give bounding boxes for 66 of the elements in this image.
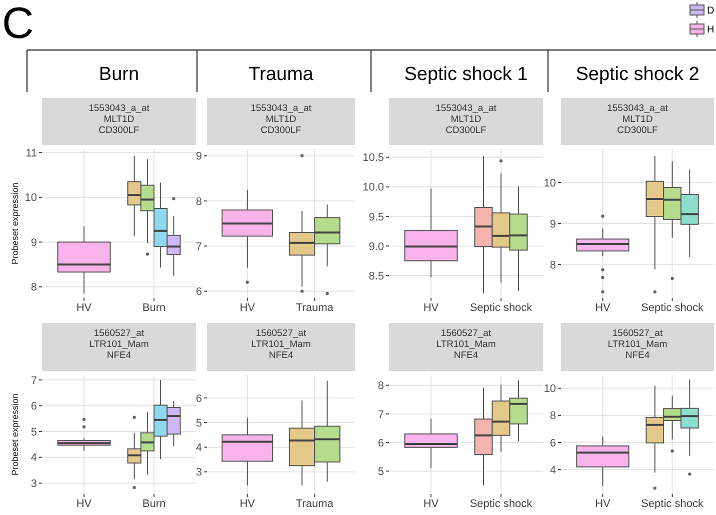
y-tick-label: 10.0 bbox=[362, 182, 384, 194]
y-tick-label: 11 bbox=[26, 147, 37, 160]
y-tick-label: 9 bbox=[550, 218, 556, 230]
legend-label: D bbox=[707, 6, 714, 16]
y-tick-label: 8 bbox=[30, 282, 37, 294]
y-axis-title: Probeset expression bbox=[10, 182, 20, 265]
y-tick-label: 8 bbox=[550, 410, 556, 422]
x-tick-label: Trauma bbox=[296, 498, 334, 510]
y-tick-label: 7 bbox=[196, 240, 202, 253]
x-tick-label: HV bbox=[595, 498, 612, 510]
x-tick-label: Septic shock bbox=[470, 498, 533, 510]
y-tick-label: 10.5 bbox=[362, 152, 384, 164]
y-tick-label: 5 bbox=[196, 417, 202, 430]
text: Trauma bbox=[248, 64, 314, 85]
y-tick-label: 10 bbox=[544, 383, 556, 396]
x-tick-label: HV bbox=[423, 302, 440, 314]
x-tick-label: Trauma bbox=[296, 302, 334, 314]
chart-title: 1560527_at LTR101_Mam NFE4 bbox=[89, 328, 149, 361]
text: C bbox=[2, 0, 34, 48]
y-tick-label: 10 bbox=[24, 192, 37, 204]
y-axis-title: Probeset expression bbox=[10, 393, 20, 476]
x-tick-label: Septic shock bbox=[641, 498, 704, 510]
y-tick-label: 5 bbox=[378, 466, 384, 478]
y-tick-label: 6 bbox=[196, 286, 202, 298]
chart-title: 1560527_at LTR101_Mam NFE4 bbox=[608, 328, 668, 361]
text: Septic shock 2 bbox=[576, 64, 700, 85]
chart-title: 1560527_at LTR101_Mam NFE4 bbox=[436, 328, 496, 361]
chart-title: 1553043_a_at MLT1D CD300LF bbox=[250, 103, 312, 136]
chart-title: 1560527_at LTR101_Mam NFE4 bbox=[251, 328, 311, 361]
x-tick-label: HV bbox=[240, 498, 256, 510]
y-tick-label: 6 bbox=[378, 437, 384, 450]
y-tick-label: 9 bbox=[196, 150, 202, 163]
y-tick-label: 8 bbox=[550, 259, 556, 272]
y-tick-label: 8.5 bbox=[368, 270, 384, 282]
y-tick-label: 7 bbox=[30, 374, 37, 387]
x-tick-label: Burn bbox=[142, 302, 166, 314]
y-tick-label: 9 bbox=[30, 236, 37, 249]
chart-title: 1553043_a_at MLT1D CD300LF bbox=[607, 103, 668, 136]
chart-title: 1553043_a_at MLT1D CD300LF bbox=[88, 103, 150, 136]
y-tick-label: 4 bbox=[30, 452, 37, 464]
chart-title: 1553043_a_at MLT1D CD300LF bbox=[436, 103, 497, 136]
x-tick-label: HV bbox=[240, 302, 256, 314]
y-tick-label: 3 bbox=[30, 478, 37, 490]
x-tick-label: HV bbox=[76, 302, 92, 314]
y-tick-label: 10 bbox=[544, 177, 556, 190]
text: Burn bbox=[98, 64, 140, 85]
y-tick-label: 9.5 bbox=[368, 211, 384, 224]
y-tick-label: 4 bbox=[550, 464, 556, 476]
x-tick-label: HV bbox=[76, 498, 92, 510]
text: Septic shock 1 bbox=[404, 64, 528, 85]
x-tick-label: Septic shock bbox=[470, 302, 533, 314]
legend-label: H bbox=[707, 24, 714, 36]
x-tick-label: HV bbox=[595, 302, 612, 314]
x-tick-label: Septic shock bbox=[641, 302, 704, 314]
y-tick-label: 8 bbox=[196, 196, 202, 208]
y-tick-label: 6 bbox=[30, 400, 37, 413]
y-tick-label: 4 bbox=[196, 442, 202, 454]
y-tick-label: 9.0 bbox=[368, 240, 384, 253]
y-tick-label: 5 bbox=[30, 426, 37, 438]
y-tick-label: 3 bbox=[196, 466, 202, 479]
y-tick-label: 6 bbox=[196, 392, 202, 405]
y-tick-label: 8 bbox=[378, 380, 384, 392]
x-tick-label: Burn bbox=[142, 498, 166, 510]
y-tick-label: 7 bbox=[378, 408, 384, 421]
y-tick-label: 6 bbox=[550, 437, 556, 450]
x-tick-label: HV bbox=[423, 498, 440, 510]
